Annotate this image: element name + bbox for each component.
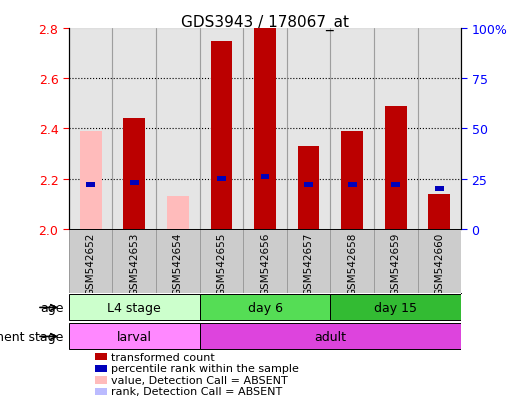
Text: GSM542656: GSM542656	[260, 233, 270, 296]
Text: value, Detection Call = ABSENT: value, Detection Call = ABSENT	[111, 375, 288, 385]
Bar	[374, 29, 418, 229]
Bar	[123, 119, 145, 229]
Bar	[243, 29, 287, 229]
Text: GDS3943 / 178067_at: GDS3943 / 178067_at	[181, 14, 349, 31]
Bar	[254, 29, 276, 229]
Bar	[156, 29, 200, 229]
Bar	[200, 29, 243, 229]
Text: rank, Detection Call = ABSENT: rank, Detection Call = ABSENT	[111, 387, 282, 396]
Bar	[330, 29, 374, 229]
Bar	[69, 29, 112, 229]
Text: GSM542653: GSM542653	[129, 233, 139, 296]
Bar	[167, 197, 189, 229]
Text: day 15: day 15	[374, 301, 417, 314]
Bar	[130, 181, 139, 185]
Bar	[298, 147, 320, 229]
Text: GSM542658: GSM542658	[347, 233, 357, 296]
Bar	[112, 29, 156, 229]
Bar	[86, 183, 95, 188]
Text: GSM542655: GSM542655	[216, 233, 226, 296]
Text: GSM542657: GSM542657	[304, 233, 314, 296]
Bar	[69, 324, 200, 349]
Bar	[418, 29, 461, 229]
Text: transformed count: transformed count	[111, 352, 215, 362]
Text: development stage: development stage	[0, 330, 64, 343]
Text: L4 stage: L4 stage	[108, 301, 161, 314]
Bar	[69, 295, 200, 320]
Bar	[391, 183, 400, 188]
Text: larval: larval	[117, 330, 152, 343]
Bar	[385, 107, 407, 229]
Text: age: age	[40, 301, 64, 314]
Bar	[435, 187, 444, 191]
Bar	[200, 324, 461, 349]
Bar	[330, 295, 461, 320]
Text: adult: adult	[314, 330, 347, 343]
Bar	[261, 175, 269, 179]
Bar	[210, 41, 232, 229]
Bar	[341, 132, 363, 229]
Text: day 6: day 6	[248, 301, 282, 314]
Bar	[200, 295, 330, 320]
Bar	[80, 132, 102, 229]
Bar	[428, 194, 450, 229]
Text: GSM542660: GSM542660	[434, 233, 444, 296]
Text: GSM542652: GSM542652	[86, 233, 96, 296]
Bar	[348, 183, 357, 188]
Bar	[217, 177, 226, 181]
Text: GSM542654: GSM542654	[173, 233, 183, 296]
Bar	[287, 29, 330, 229]
Text: percentile rank within the sample: percentile rank within the sample	[111, 363, 299, 373]
Bar	[304, 183, 313, 188]
Text: GSM542659: GSM542659	[391, 233, 401, 296]
